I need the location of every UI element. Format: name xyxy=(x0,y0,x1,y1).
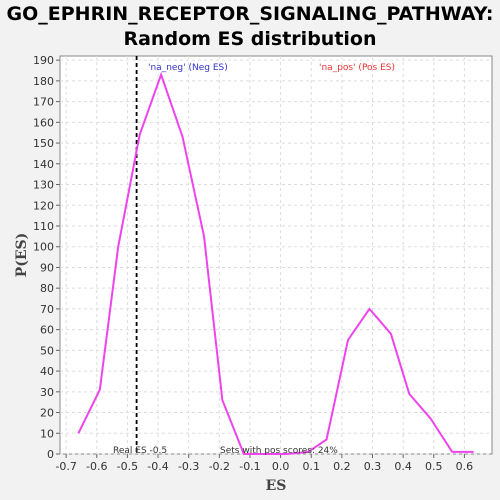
y-tick-label: 110 xyxy=(33,220,54,233)
x-tick-label: 0.3 xyxy=(364,460,382,473)
chart-title-line1: GO_EPHRIN_RECEPTOR_SIGNALING_PATHWAY: xyxy=(6,3,494,25)
y-tick-label: 180 xyxy=(33,75,54,88)
x-tick-label: -0.3 xyxy=(178,460,199,473)
x-tick-label: -0.7 xyxy=(55,460,76,473)
y-tick-label: 90 xyxy=(40,261,54,274)
x-tick-label: -0.1 xyxy=(239,460,260,473)
y-tick-label: 160 xyxy=(33,116,54,129)
y-tick-label: 20 xyxy=(40,407,54,420)
y-tick-label: 50 xyxy=(40,344,54,357)
x-axis-ticks: -0.7 -0.6 -0.5 -0.4 -0.3 -0.2 -0.1 0.0 0.1 0.2 0.3… xyxy=(55,454,473,473)
y-tick-label: 0 xyxy=(47,448,54,461)
neg-es-label: 'na_neg' (Neg ES) xyxy=(148,63,228,73)
real-es-text: Real ES -0.5 xyxy=(113,446,167,456)
x-tick-label: -0.5 xyxy=(117,460,138,473)
y-tick-label: 10 xyxy=(40,427,54,440)
x-tick-label: 0.4 xyxy=(394,460,412,473)
y-tick-label: 100 xyxy=(33,241,54,254)
y-axis-ticks: 0 10 20 30 40 50 60 70 80 90 100 110 120 130 140 150 160… xyxy=(33,54,60,461)
series-line xyxy=(77,71,474,455)
y-tick-label: 140 xyxy=(33,158,54,171)
y-tick-label: 70 xyxy=(40,303,54,316)
y-tick-label: 190 xyxy=(33,54,54,67)
y-tick-label: 80 xyxy=(40,282,54,295)
y-tick-label: 150 xyxy=(33,137,54,150)
pos-scores-text: Sets with pos scores: 24% xyxy=(220,446,338,456)
x-tick-label: -0.6 xyxy=(86,460,107,473)
chart-title-line2: Random ES distribution xyxy=(123,28,377,50)
x-tick-label: 0.2 xyxy=(333,460,351,473)
x-tick-label: -0.2 xyxy=(209,460,230,473)
x-tick-label: 0.5 xyxy=(425,460,443,473)
y-axis-label: P(ES) xyxy=(14,233,30,278)
y-tick-label: 40 xyxy=(40,365,54,378)
pos-es-label: 'na_pos' (Pos ES) xyxy=(319,63,395,73)
plot-area xyxy=(59,55,493,455)
x-axis-label: ES xyxy=(266,478,287,494)
grid-lines xyxy=(60,56,492,455)
x-tick-label: -0.4 xyxy=(147,460,168,473)
x-tick-label: 0.6 xyxy=(456,460,474,473)
y-tick-label: 170 xyxy=(33,96,54,109)
x-tick-label: 0.1 xyxy=(302,460,320,473)
y-tick-label: 130 xyxy=(33,179,54,192)
y-tick-label: 120 xyxy=(33,199,54,212)
chart-title: GO_EPHRIN_RECEPTOR_SIGNALING_PATHWAY: Ra… xyxy=(0,2,500,52)
y-tick-label: 60 xyxy=(40,324,54,337)
y-tick-label: 30 xyxy=(40,386,54,399)
x-tick-label: 0.0 xyxy=(272,460,290,473)
